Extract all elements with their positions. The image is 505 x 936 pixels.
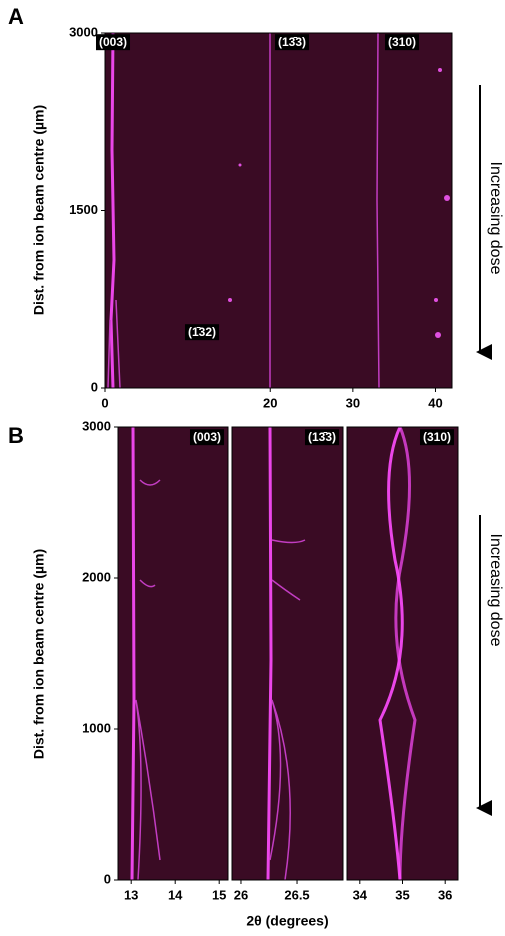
x-tick-label: 14 <box>168 887 183 902</box>
panel-label: B <box>8 423 24 448</box>
peak-label-box <box>419 429 455 446</box>
x-axis-label: 2θ (degrees) <box>246 913 328 929</box>
x-tick-label: 36 <box>438 887 452 902</box>
x-tick-label: 26.5 <box>284 887 309 902</box>
x-tick-label: 20 <box>263 395 277 410</box>
x-tick-label: 0 <box>101 395 108 410</box>
y-tick-label: 3000 <box>82 418 111 433</box>
x-tick-label: 26 <box>234 887 248 902</box>
peak-label: (310) <box>388 35 416 49</box>
dose-label: Increasing dose <box>487 534 504 647</box>
y-tick-label: 1000 <box>82 720 111 735</box>
plot-frame <box>117 426 229 881</box>
peak-label: (003) <box>193 430 221 444</box>
plot-frame <box>231 426 344 881</box>
dose-label: Increasing dose <box>487 162 504 275</box>
panel-b-images <box>118 426 458 881</box>
x-tick-label: 30 <box>346 395 360 410</box>
peak-label: (1̄32) <box>188 325 216 339</box>
peak-label-box <box>274 34 310 51</box>
peak-label-box <box>184 324 220 341</box>
y-tick-label: 3000 <box>69 24 98 39</box>
panel-a-image <box>105 32 452 389</box>
x-tick-label: 13 <box>124 887 138 902</box>
y-tick-label: 1500 <box>69 202 98 217</box>
y-axis-label: Dist. from ion beam centre (µm) <box>31 105 47 315</box>
x-tick-label: 35 <box>395 887 409 902</box>
peak-label: (310) <box>423 430 451 444</box>
y-tick-label: 0 <box>91 379 98 394</box>
x-tick-label: 34 <box>353 887 368 902</box>
peak-label: (13̄3) <box>308 430 336 444</box>
peak-label-box <box>95 34 131 51</box>
peak-label-box <box>304 429 340 446</box>
peak-label-box <box>384 34 420 51</box>
y-axis-label: Dist. from ion beam centre (µm) <box>31 549 47 759</box>
y-tick-label: 0 <box>104 871 111 886</box>
peak-label: (13̄3) <box>278 35 306 49</box>
x-tick-label: 40 <box>428 395 442 410</box>
peak-label: (003) <box>99 35 127 49</box>
peak-label-box <box>189 429 225 446</box>
panel-label: A <box>8 4 24 29</box>
x-tick-label: 15 <box>212 887 226 902</box>
y-tick-label: 2000 <box>82 569 111 584</box>
